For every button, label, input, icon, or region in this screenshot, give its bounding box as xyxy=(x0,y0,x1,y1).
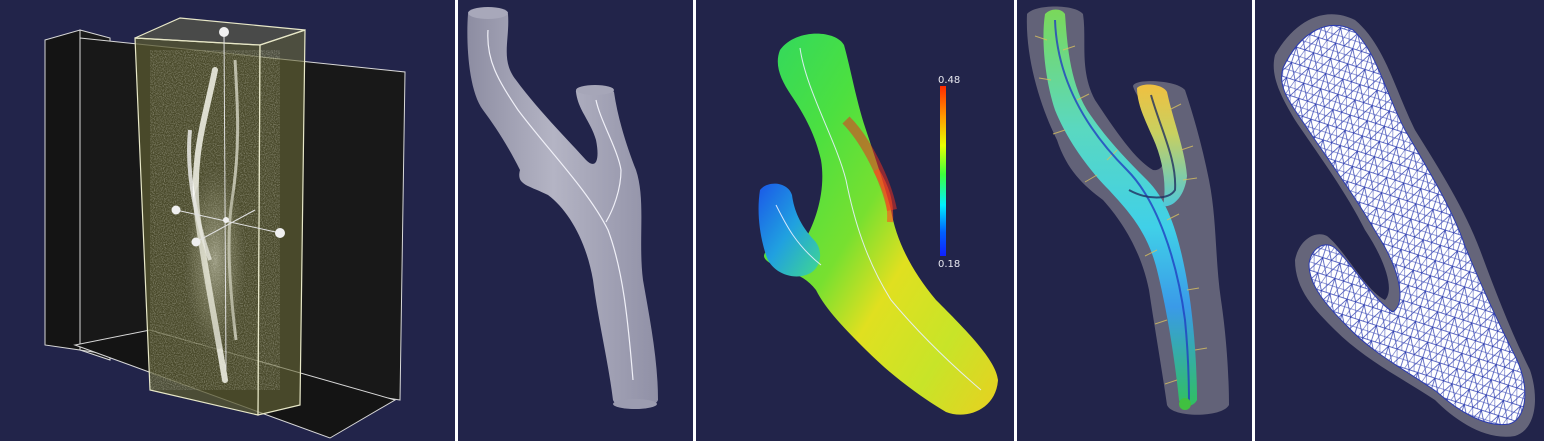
vessel-branch-cap xyxy=(576,85,614,95)
vessel-inlet-cap xyxy=(468,7,508,19)
volume-slices-canvas xyxy=(44,17,406,439)
glyph-spikes xyxy=(1034,35,1208,385)
vessel-tetra-mesh-view[interactable] xyxy=(1255,0,1544,441)
handle-top xyxy=(219,27,229,37)
colorbar-min-label: 0.18 xyxy=(938,259,961,270)
colorbar-max-label: 0.48 xyxy=(938,75,961,86)
glyph-main-body xyxy=(1043,9,1197,406)
vessel-colormap-canvas xyxy=(758,33,998,415)
vessel-mesh-canvas xyxy=(1273,14,1535,437)
back-slice-left xyxy=(44,29,81,351)
glyph-centerline xyxy=(1054,19,1190,406)
handle-center xyxy=(223,217,229,223)
vessel-main-colored xyxy=(764,33,998,415)
handle-front xyxy=(191,237,201,247)
vessel-normals-canvas xyxy=(1026,6,1229,415)
handle-left xyxy=(171,205,181,215)
volume-slices-view[interactable] xyxy=(0,0,455,441)
vessel-outlet-cap xyxy=(613,399,657,409)
mesh-surface xyxy=(1281,25,1526,426)
handle-right xyxy=(275,228,285,238)
centerline-main xyxy=(487,29,634,381)
vessel-normals-glyph-view[interactable] xyxy=(1017,0,1252,441)
colormap-centerline xyxy=(799,47,982,391)
colorbar xyxy=(940,86,946,256)
vessel-surface-centerline-view[interactable] xyxy=(458,0,693,441)
centerline-branch xyxy=(595,99,622,223)
vessel-surface xyxy=(467,8,658,410)
vessel-radius-colormap-view[interactable]: 0.48 0.18 xyxy=(696,0,1014,441)
vessel-surface-canvas xyxy=(467,7,658,410)
